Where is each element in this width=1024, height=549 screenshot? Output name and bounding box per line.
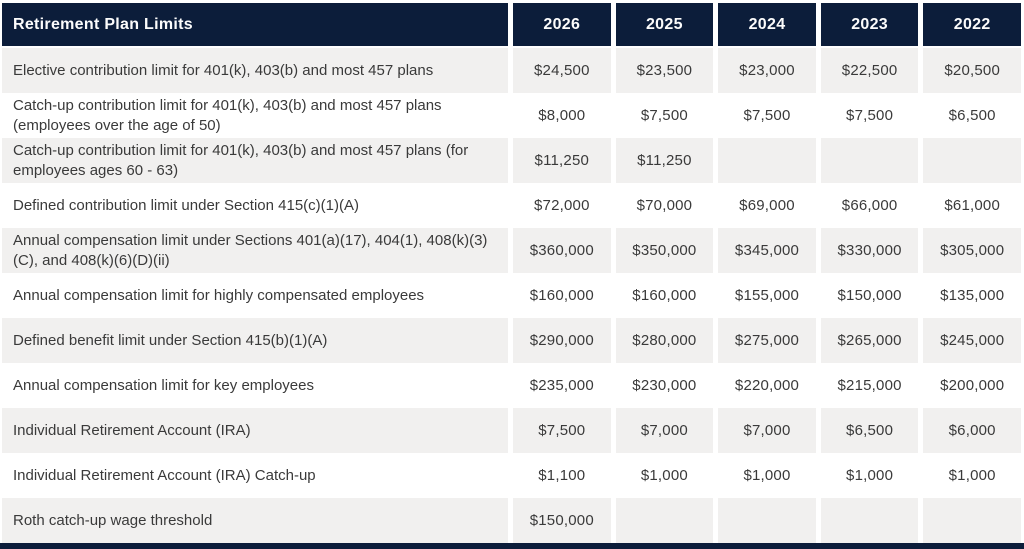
table-row: Elective contribution limit for 401(k), … [2, 48, 1021, 93]
value-cell: $305,000 [923, 228, 1021, 273]
value-cell: $24,500 [513, 48, 611, 93]
table-row: Catch-up contribution limit for 401(k), … [2, 93, 1021, 138]
value-cell: $135,000 [923, 273, 1021, 318]
value-cell: $66,000 [820, 183, 919, 228]
column-header-2026: 2026 [513, 3, 611, 46]
row-label: Defined contribution limit under Section… [2, 183, 508, 228]
value-cell: $6,500 [923, 93, 1021, 138]
value-cell: $245,000 [923, 318, 1021, 363]
value-cell: $69,000 [718, 183, 816, 228]
value-cell: $20,500 [923, 48, 1021, 93]
value-cell: $11,250 [513, 138, 611, 183]
row-label: Elective contribution limit for 401(k), … [2, 48, 508, 93]
column-header-2022: 2022 [923, 3, 1021, 46]
row-label: Roth catch-up wage threshold [2, 498, 508, 543]
value-cell: $7,500 [513, 408, 611, 453]
table: Retirement Plan Limits 2026 2025 2024 20… [2, 3, 1021, 543]
row-label: Catch-up contribution limit for 401(k), … [2, 138, 508, 183]
value-cell: $22,500 [820, 48, 919, 93]
value-cell: $345,000 [718, 228, 816, 273]
value-cell: $7,000 [615, 408, 714, 453]
value-cell: $360,000 [513, 228, 611, 273]
row-label: Annual compensation limit for highly com… [2, 273, 508, 318]
value-cell: $6,000 [923, 408, 1021, 453]
value-cell: $330,000 [820, 228, 919, 273]
value-cell [923, 498, 1021, 543]
value-cell: $350,000 [615, 228, 714, 273]
value-cell: $1,100 [513, 453, 611, 498]
value-cell: $72,000 [513, 183, 611, 228]
value-cell: $280,000 [615, 318, 714, 363]
value-cell: $61,000 [923, 183, 1021, 228]
row-label: Individual Retirement Account (IRA) [2, 408, 508, 453]
value-cell [820, 138, 919, 183]
value-cell: $160,000 [513, 273, 611, 318]
value-cell: $215,000 [820, 363, 919, 408]
table-row: Annual compensation limit for key employ… [2, 363, 1021, 408]
row-label: Individual Retirement Account (IRA) Catc… [2, 453, 508, 498]
table-row: Individual Retirement Account (IRA) Catc… [2, 453, 1021, 498]
value-cell [718, 498, 816, 543]
value-cell: $200,000 [923, 363, 1021, 408]
value-cell: $160,000 [615, 273, 714, 318]
value-cell [923, 138, 1021, 183]
value-cell [718, 138, 816, 183]
column-header-2024: 2024 [718, 3, 816, 46]
value-cell: $1,000 [718, 453, 816, 498]
table-row: Annual compensation limit for highly com… [2, 273, 1021, 318]
value-cell [615, 498, 714, 543]
value-cell: $265,000 [820, 318, 919, 363]
table-bottom-border [0, 543, 1024, 549]
value-cell: $8,000 [513, 93, 611, 138]
value-cell: $70,000 [615, 183, 714, 228]
value-cell: $7,500 [615, 93, 714, 138]
value-cell: $6,500 [820, 408, 919, 453]
table-header-row: Retirement Plan Limits 2026 2025 2024 20… [2, 3, 1021, 46]
table-row: Catch-up contribution limit for 401(k), … [2, 138, 1021, 183]
column-header-2025: 2025 [615, 3, 714, 46]
table-row: Roth catch-up wage threshold $150,000 [2, 498, 1021, 543]
value-cell: $220,000 [718, 363, 816, 408]
value-cell: $1,000 [923, 453, 1021, 498]
row-label: Annual compensation limit under Sections… [2, 228, 508, 273]
value-cell: $155,000 [718, 273, 816, 318]
row-label: Annual compensation limit for key employ… [2, 363, 508, 408]
value-cell: $150,000 [513, 498, 611, 543]
value-cell: $150,000 [820, 273, 919, 318]
value-cell: $230,000 [615, 363, 714, 408]
value-cell: $290,000 [513, 318, 611, 363]
value-cell: $7,500 [820, 93, 919, 138]
table-title: Retirement Plan Limits [2, 3, 508, 46]
row-label: Catch-up contribution limit for 401(k), … [2, 93, 508, 138]
column-header-2023: 2023 [820, 3, 919, 46]
value-cell: $23,500 [615, 48, 714, 93]
row-label: Defined benefit limit under Section 415(… [2, 318, 508, 363]
value-cell: $7,000 [718, 408, 816, 453]
table-row: Individual Retirement Account (IRA) $7,5… [2, 408, 1021, 453]
value-cell: $23,000 [718, 48, 816, 93]
table-row: Annual compensation limit under Sections… [2, 228, 1021, 273]
value-cell: $1,000 [615, 453, 714, 498]
value-cell: $7,500 [718, 93, 816, 138]
value-cell: $11,250 [615, 138, 714, 183]
value-cell: $1,000 [820, 453, 919, 498]
table-row: Defined benefit limit under Section 415(… [2, 318, 1021, 363]
value-cell: $235,000 [513, 363, 611, 408]
value-cell: $275,000 [718, 318, 816, 363]
value-cell [820, 498, 919, 543]
table-row: Defined contribution limit under Section… [2, 183, 1021, 228]
